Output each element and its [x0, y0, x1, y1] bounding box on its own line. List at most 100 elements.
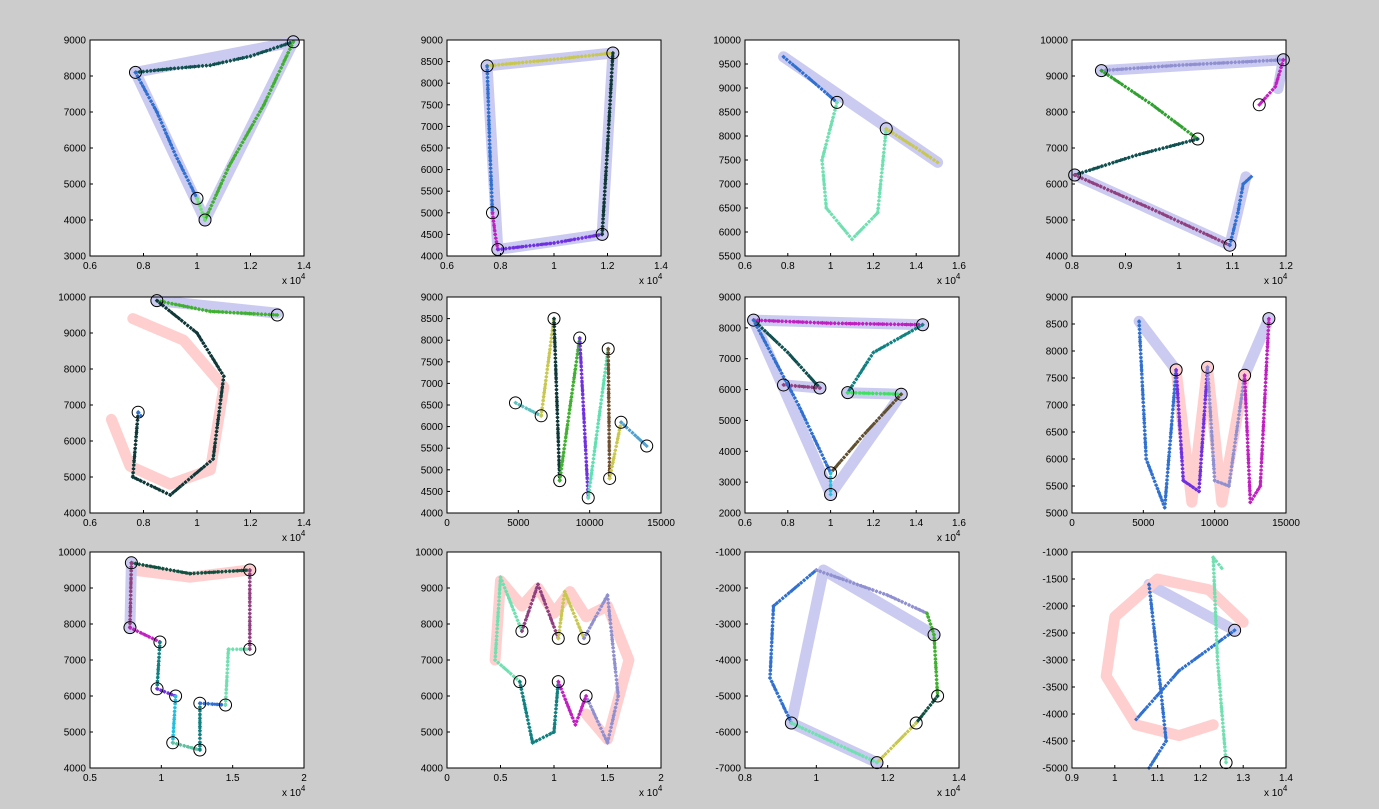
series-marker	[885, 593, 890, 598]
series-marker	[823, 201, 829, 207]
guide-stroke-1	[785, 564, 940, 729]
y-tick-label: -3000	[715, 620, 741, 631]
series-marker	[551, 316, 557, 321]
series-marker	[801, 413, 806, 418]
series-marker	[606, 407, 612, 412]
series-marker	[1191, 137, 1197, 143]
series-marker	[1238, 400, 1243, 406]
series-marker	[880, 166, 885, 171]
series-6	[789, 720, 880, 765]
series-marker	[831, 215, 837, 220]
series-marker	[554, 399, 560, 404]
series-marker	[874, 760, 880, 765]
y-tick-label: 5000	[64, 180, 87, 191]
series-marker	[1083, 177, 1088, 183]
series-marker	[600, 389, 605, 395]
series-marker	[798, 406, 803, 411]
series-marker	[496, 598, 502, 604]
x-exponent: 4	[301, 272, 306, 281]
x-tick-label: 1.6	[952, 518, 966, 529]
series-marker	[540, 593, 545, 599]
series-marker	[822, 189, 828, 195]
x-exponent: 4	[956, 529, 961, 538]
series-marker	[809, 377, 815, 382]
series-marker	[770, 619, 775, 625]
series-marker	[560, 601, 566, 606]
series-marker	[906, 330, 911, 335]
plot-area	[90, 297, 304, 513]
series-marker	[1166, 458, 1171, 463]
series-marker	[252, 119, 257, 124]
x-tick-label: 1.3	[1236, 773, 1250, 784]
series-marker	[1175, 395, 1181, 400]
series-marker	[890, 391, 896, 397]
series-marker	[913, 326, 918, 331]
y-tick-label: 8000	[1046, 347, 1069, 358]
series-marker	[792, 585, 798, 591]
series-marker	[141, 84, 146, 89]
series-marker	[177, 160, 182, 165]
series-marker	[611, 456, 616, 461]
series-marker	[219, 569, 224, 574]
series-marker	[1258, 479, 1263, 485]
series-marker	[641, 441, 647, 446]
keypoint-circle	[777, 378, 791, 392]
series-marker	[1234, 214, 1239, 220]
series-marker	[604, 153, 610, 159]
series-marker	[1174, 671, 1179, 676]
series-marker	[612, 709, 617, 714]
series-marker	[571, 611, 576, 616]
series-marker	[614, 440, 620, 445]
series-marker	[932, 644, 937, 650]
series-marker	[568, 711, 574, 717]
series-marker	[1156, 490, 1162, 495]
series-marker	[600, 220, 606, 225]
series-marker	[828, 321, 833, 326]
series-marker	[156, 667, 161, 672]
series-marker	[1256, 487, 1261, 492]
subplot-12: 0.9 1 1.1 1.2 1.3 1.4-5000-4500-4000-3500-300…	[1042, 548, 1293, 800]
series-marker	[607, 447, 612, 453]
series-marker	[184, 174, 189, 179]
series-marker	[201, 464, 207, 469]
series-marker	[769, 651, 774, 657]
series-marker	[555, 423, 560, 428]
series-marker	[934, 669, 939, 674]
series-marker	[636, 435, 641, 441]
series-marker	[601, 208, 606, 213]
series-marker	[897, 737, 902, 743]
series-marker	[215, 189, 221, 194]
series-marker	[606, 431, 612, 437]
series-marker	[927, 618, 932, 623]
series-marker	[1157, 678, 1162, 683]
series-marker	[1177, 415, 1182, 420]
series-marker	[1138, 347, 1143, 352]
series-marker	[203, 570, 208, 575]
series-marker	[1165, 470, 1170, 475]
y-tick-label: 4000	[64, 216, 87, 227]
series-marker	[596, 421, 601, 426]
series-marker	[597, 722, 602, 727]
series-marker	[789, 588, 795, 593]
series-marker	[1244, 416, 1249, 422]
series-marker	[614, 701, 619, 706]
series-marker	[580, 383, 585, 389]
series-marker	[554, 694, 560, 700]
series-marker	[551, 320, 557, 325]
series-marker	[583, 235, 589, 240]
series-marker	[152, 68, 157, 73]
series-marker	[876, 321, 881, 327]
series-marker	[1219, 713, 1225, 718]
series-marker	[198, 467, 203, 472]
guide-stroke-1	[151, 295, 283, 319]
series-marker	[248, 54, 253, 59]
series-marker	[1149, 148, 1154, 154]
series-marker	[1143, 452, 1149, 458]
series-marker	[548, 731, 553, 736]
series-marker	[1172, 387, 1177, 392]
plot-area	[90, 40, 304, 256]
series-marker	[133, 561, 138, 566]
x-tick-label: 0.6	[738, 518, 752, 529]
series-marker	[828, 470, 833, 476]
series-marker	[1170, 411, 1175, 416]
